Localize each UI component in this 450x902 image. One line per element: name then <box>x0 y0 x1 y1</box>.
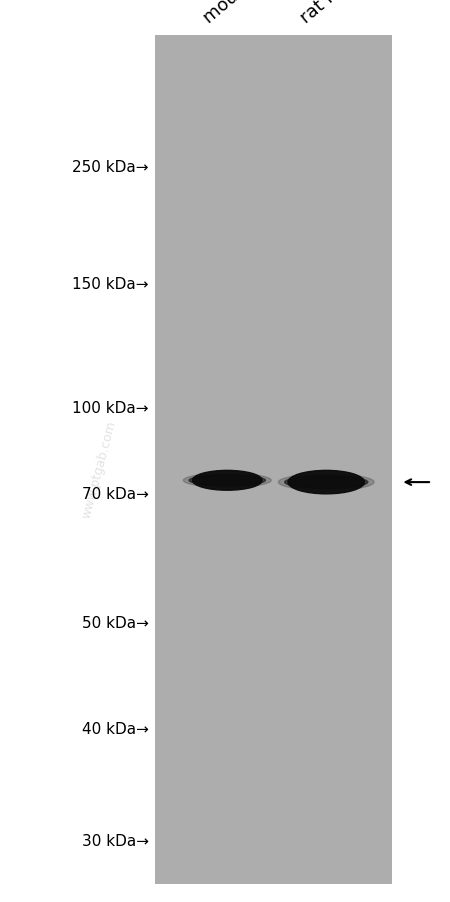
Text: 40 kDa→: 40 kDa→ <box>81 722 148 736</box>
Ellipse shape <box>284 476 368 489</box>
Ellipse shape <box>288 471 364 494</box>
Ellipse shape <box>189 475 266 486</box>
Text: 100 kDa→: 100 kDa→ <box>72 400 148 415</box>
Text: mouse liver: mouse liver <box>200 0 292 27</box>
FancyBboxPatch shape <box>155 36 392 884</box>
Ellipse shape <box>193 471 262 491</box>
Ellipse shape <box>183 474 271 488</box>
Text: 50 kDa→: 50 kDa→ <box>81 615 148 630</box>
Text: 30 kDa→: 30 kDa→ <box>81 833 148 848</box>
Text: 150 kDa→: 150 kDa→ <box>72 277 148 291</box>
Text: 70 kDa→: 70 kDa→ <box>81 487 148 502</box>
Ellipse shape <box>279 474 374 491</box>
Text: 250 kDa→: 250 kDa→ <box>72 160 148 174</box>
Text: www.ptgab.com: www.ptgab.com <box>80 419 118 520</box>
Text: rat liver: rat liver <box>297 0 363 27</box>
